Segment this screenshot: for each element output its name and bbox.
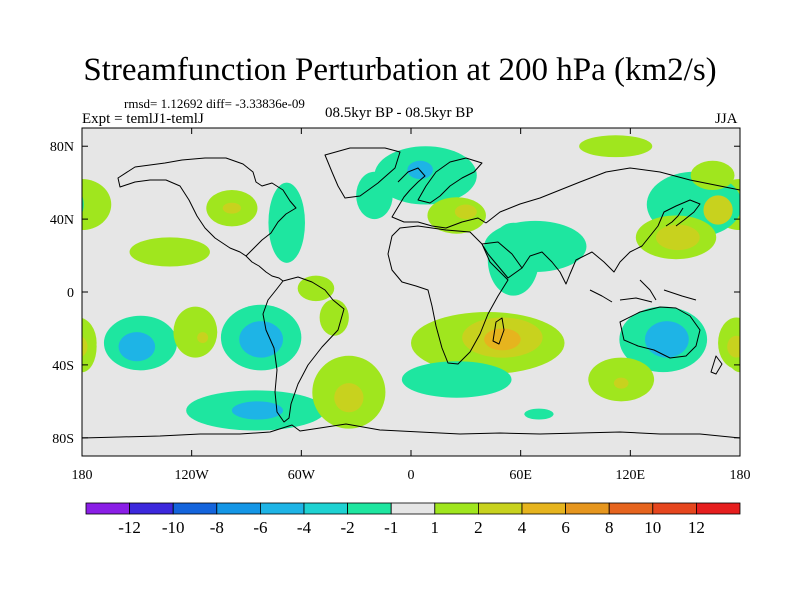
colorbar-label-11: 8 [605, 518, 614, 537]
coastline-asia [485, 167, 740, 285]
coastline-south-america [262, 276, 345, 423]
colorbar-label-4: -4 [297, 518, 312, 537]
contour-region-17 [334, 383, 364, 413]
contour-region-5 [297, 275, 335, 302]
y-tick-label-2: 0 [67, 286, 74, 301]
colorbar-label-0: -12 [118, 518, 141, 537]
colorbar-label-5: -2 [341, 518, 355, 537]
colorbar-box-0 [85, 502, 130, 515]
contour-region-22 [454, 204, 477, 220]
chart-title: Streamfunction Perturbation at 200 hPa (… [83, 52, 717, 88]
contour-region-12 [239, 321, 284, 358]
contour-region-37 [644, 321, 689, 358]
y-tick-label-4: 80S [52, 432, 74, 447]
colorbar-box-3 [216, 502, 261, 515]
season-label: JJA [715, 111, 738, 127]
colorbar-box-13 [652, 502, 697, 515]
coastline-north-america [117, 157, 297, 257]
colorbar-label-2: -8 [210, 518, 224, 537]
coastline-arabia [481, 241, 523, 279]
contour-region-29 [690, 160, 735, 190]
coastline-australia [619, 306, 701, 359]
contour-region-33 [484, 328, 521, 351]
colorbar-box-5 [303, 502, 348, 515]
contour-region-8 [118, 332, 156, 362]
colorbar-box-6 [347, 502, 392, 515]
contour-region-10 [197, 332, 209, 344]
contour-region-9 [173, 306, 218, 358]
x-tick-label-2: 60W [288, 468, 316, 483]
coastline-greenland [324, 147, 401, 199]
colorbar-label-12: 10 [644, 518, 661, 537]
y-tick-label-0: 80N [50, 140, 74, 155]
contour-region-30 [703, 195, 733, 225]
colorbar-box-8 [434, 502, 479, 515]
coastline-japan [665, 207, 684, 227]
colorbar-label-9: 4 [518, 518, 527, 537]
contour-region-4 [268, 182, 305, 263]
contour-fill-layer [82, 135, 740, 431]
coastline-scandinavia [417, 157, 483, 204]
colorbar: -12 -10 -8 -6 -4 -2 -1 1 2 4 6 8 10 12 [85, 502, 741, 537]
colorbar-label-8: 2 [474, 518, 483, 537]
x-tick-label-3: 0 [408, 468, 415, 483]
contour-region-15 [231, 401, 284, 420]
colorbar-label-1: -10 [162, 518, 185, 537]
colorbar-label-7: 1 [431, 518, 440, 537]
x-tick-label-4: 60E [509, 468, 532, 483]
coastline-africa [387, 225, 509, 365]
colorbar-box-12 [608, 502, 654, 515]
colorbar-box-14 [696, 502, 741, 515]
contour-region-41-wrap [82, 336, 88, 357]
colorbar-box-2 [172, 502, 218, 515]
colorbar-box-1 [129, 502, 174, 515]
contour-region-0 [82, 179, 112, 231]
coastline-new-zealand [710, 355, 723, 375]
contour-region-34 [401, 361, 512, 398]
coastline-europe [391, 167, 487, 229]
colorbar-label-10: 6 [561, 518, 570, 537]
colorbar-box-4 [259, 502, 305, 515]
contour-region-35 [524, 408, 554, 420]
x-tick-label-1: 120W [175, 468, 210, 483]
y-tick-label-1: 40N [50, 213, 74, 228]
experiment-label: Expt = temlJ1-temlJ [82, 111, 204, 127]
contour-region-24 [487, 222, 539, 296]
colorbar-label-6: -1 [384, 518, 398, 537]
colorbar-box-7 [390, 502, 436, 515]
coastline-antarctica [82, 423, 740, 439]
contour-region-41 [727, 335, 740, 358]
contour-region-3 [222, 202, 242, 214]
colorbar-box-11 [565, 502, 610, 515]
axis-layer: 180 120W 60W 0 60E 120E 180 80N 40N 0 40S 80S [50, 128, 751, 483]
coastline-central-america [245, 255, 284, 282]
contour-region-40-wrap [82, 318, 97, 369]
coastline-madagascar [492, 317, 505, 345]
stats-label: rmsd= 1.12692 diff= -3.33836e-09 [124, 96, 305, 111]
contour-region-1 [129, 237, 210, 267]
y-tick-label-3: 40S [52, 359, 74, 374]
x-tick-label-5: 120E [616, 468, 646, 483]
contour-region-25 [579, 135, 653, 158]
contour-region-28 [655, 224, 700, 251]
contour-region-20 [356, 171, 393, 220]
contour-region-39 [613, 377, 629, 389]
coastline-indonesia [589, 279, 697, 303]
colorbar-label-3: -6 [253, 518, 267, 537]
coastline-layer [82, 147, 740, 439]
period-label: 08.5kyr BP - 08.5kyr BP [325, 105, 474, 121]
colorbar-box-9 [477, 502, 523, 515]
x-tick-label-6: 180 [730, 468, 751, 483]
colorbar-box-10 [521, 502, 566, 515]
contour-region-13 [319, 299, 349, 336]
colorbar-label-13: 12 [688, 518, 705, 537]
x-tick-label-0: 180 [72, 468, 93, 483]
